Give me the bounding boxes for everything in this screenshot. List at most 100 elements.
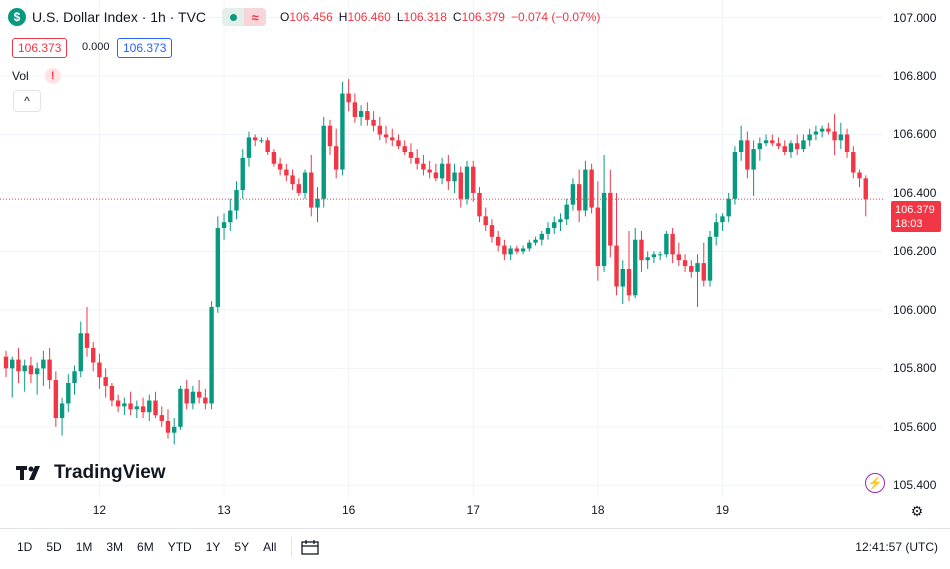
candle-body bbox=[857, 172, 862, 179]
symbol-header: $ U.S. Dollar Index · 1h · TVC ≈ O106.45… bbox=[8, 8, 600, 26]
sell-button[interactable]: 106.373 bbox=[12, 38, 68, 58]
candle-body bbox=[78, 333, 83, 372]
candle-body bbox=[682, 260, 688, 267]
range-button-5d[interactable]: 5D bbox=[46, 540, 62, 554]
range-button-6m[interactable]: 6M bbox=[137, 540, 154, 554]
candle-body bbox=[664, 233, 669, 255]
candle-body bbox=[59, 403, 65, 419]
candle-body bbox=[545, 228, 551, 234]
candle-body bbox=[639, 239, 644, 261]
symbol-title[interactable]: U.S. Dollar Index · 1h · TVC bbox=[32, 9, 207, 25]
candle-body bbox=[134, 406, 140, 410]
candle-body bbox=[433, 172, 439, 179]
range-button-5y[interactable]: 5Y bbox=[234, 540, 250, 554]
candle-body bbox=[851, 152, 856, 173]
candle-body bbox=[558, 219, 563, 223]
candle-body bbox=[471, 166, 476, 193]
high-label: H bbox=[338, 10, 348, 24]
candle-body bbox=[533, 239, 538, 243]
candle-body bbox=[527, 242, 532, 249]
lightning-icon[interactable]: ⚡ bbox=[865, 473, 885, 493]
range-buttons: 1D 5D 1M 3M 6M YTD 1Y 5Y All bbox=[10, 536, 283, 558]
close-label: C bbox=[452, 10, 462, 24]
range-button-3m[interactable]: 3M bbox=[106, 540, 124, 554]
price-tick-label: 106.800 bbox=[893, 69, 937, 83]
candle-body bbox=[383, 134, 389, 138]
logo-text: TradingView bbox=[54, 462, 166, 483]
time-tick-label: 13 bbox=[217, 503, 231, 517]
candle-body bbox=[414, 157, 420, 164]
candlestick-chart[interactable] bbox=[0, 0, 883, 497]
collapse-legend-button[interactable]: ^ bbox=[13, 90, 41, 112]
candle-body bbox=[620, 268, 625, 287]
candle-body bbox=[689, 266, 694, 272]
last-price-label: 106.379 18:03 bbox=[891, 201, 941, 232]
candle-body bbox=[502, 245, 507, 255]
candle-body bbox=[365, 111, 370, 120]
candle-body bbox=[371, 119, 376, 126]
candle-body bbox=[72, 371, 77, 383]
candle-body bbox=[221, 222, 227, 229]
range-button-ytd[interactable]: YTD bbox=[167, 540, 192, 554]
candle-body bbox=[290, 175, 295, 185]
candle-body bbox=[377, 125, 382, 135]
candle-body bbox=[97, 362, 102, 378]
settings-gear-icon[interactable]: ⚙ bbox=[910, 503, 924, 519]
volume-indicator[interactable]: Vol ! bbox=[12, 68, 61, 84]
price-tick-label: 106.400 bbox=[893, 185, 937, 200]
candle-body bbox=[259, 140, 264, 142]
buy-button[interactable]: 106.373 bbox=[117, 38, 173, 58]
candle-body bbox=[439, 163, 445, 179]
candle-body bbox=[595, 207, 601, 267]
candle-body bbox=[172, 426, 177, 433]
market-status[interactable]: ≈ bbox=[222, 8, 267, 26]
candle-body bbox=[763, 140, 769, 144]
market-open-icon[interactable] bbox=[222, 8, 245, 26]
price-axis[interactable]: 107.000 106.800 106.600 106.400 106.200 106.0… bbox=[883, 0, 950, 497]
candle-body bbox=[714, 222, 719, 237]
candle-body bbox=[751, 149, 756, 170]
ohlc-open: O106.456 bbox=[280, 10, 333, 24]
countdown-timer: 18:03 bbox=[895, 218, 923, 230]
price-pane[interactable] bbox=[0, 0, 883, 497]
candle-body bbox=[28, 365, 34, 375]
warning-icon[interactable]: ! bbox=[44, 68, 61, 84]
calendar-icon[interactable] bbox=[300, 538, 320, 556]
candle-body bbox=[115, 400, 121, 407]
candle-body bbox=[271, 152, 277, 164]
candle-body bbox=[695, 263, 700, 272]
candle-body bbox=[732, 152, 738, 199]
utc-clock[interactable]: 12:41:57 (UTC) bbox=[855, 540, 938, 554]
tradingview-logo[interactable]: TradingView bbox=[16, 462, 166, 484]
candle-body bbox=[340, 93, 345, 170]
range-button-1y[interactable]: 1Y bbox=[205, 540, 221, 554]
candle-body bbox=[84, 333, 90, 348]
time-axis[interactable]: 12 13 16 17 18 19 bbox=[0, 497, 883, 523]
candle-body bbox=[676, 254, 682, 261]
candle-body bbox=[265, 140, 270, 153]
candle-body bbox=[446, 163, 451, 182]
range-button-all[interactable]: All bbox=[263, 540, 277, 554]
candle-body bbox=[396, 140, 401, 147]
wave-icon[interactable]: ≈ bbox=[244, 8, 267, 26]
candle-body bbox=[651, 254, 657, 258]
candle-body bbox=[153, 400, 158, 416]
candle-body bbox=[483, 216, 488, 226]
candle-body bbox=[41, 359, 46, 369]
candle-body bbox=[302, 172, 308, 193]
candle-body bbox=[633, 239, 638, 296]
candle-body bbox=[10, 359, 15, 369]
range-button-1d[interactable]: 1D bbox=[17, 540, 33, 554]
open-value: 106.456 bbox=[289, 10, 333, 24]
candle-body bbox=[3, 356, 9, 369]
time-tick-label: 16 bbox=[341, 503, 356, 517]
time-tick-label: 19 bbox=[715, 503, 730, 517]
price-tick-label: 105.800 bbox=[893, 361, 937, 376]
range-button-1m[interactable]: 1M bbox=[75, 540, 93, 554]
candle-body bbox=[196, 391, 202, 398]
candle-body bbox=[53, 380, 59, 419]
candle-body bbox=[333, 146, 339, 170]
candle-body bbox=[583, 169, 588, 211]
time-tick-label: 18 bbox=[591, 503, 605, 517]
